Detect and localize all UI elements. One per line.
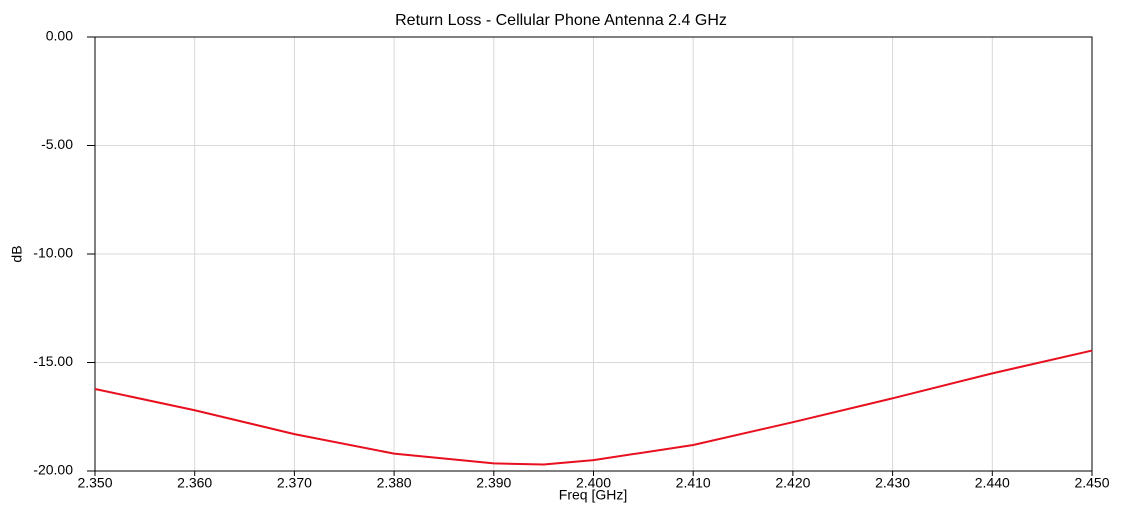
y-tick-label: -5.00 — [41, 136, 73, 152]
plot-frame — [94, 36, 1093, 472]
x-tick-label: 2.380 — [377, 475, 412, 491]
x-tick-label: 2.410 — [676, 475, 711, 491]
x-tick-label: 2.350 — [77, 475, 112, 491]
y-axis-label: dB — [9, 245, 25, 262]
data-line — [94, 349, 1093, 466]
x-axis-label: Freq [GHz] — [559, 487, 627, 503]
y-tick-label: -10.00 — [33, 245, 73, 261]
x-tick-label: 2.450 — [1074, 475, 1109, 491]
x-tick-label: 2.400 — [576, 475, 611, 491]
y-tick-label: -15.00 — [33, 353, 73, 369]
x-tick-label: 2.420 — [775, 475, 810, 491]
x-tick-label: 2.390 — [476, 475, 511, 491]
x-tick-label: 2.430 — [875, 475, 910, 491]
y-tick-label: 0.00 — [46, 28, 73, 44]
x-tick-label: 2.360 — [177, 475, 212, 491]
chart-title: Return Loss - Cellular Phone Antenna 2.4… — [395, 12, 727, 29]
x-tick-label: 2.440 — [975, 475, 1010, 491]
y-tick-label: -20.00 — [33, 462, 73, 478]
x-tick-label: 2.370 — [277, 475, 312, 491]
